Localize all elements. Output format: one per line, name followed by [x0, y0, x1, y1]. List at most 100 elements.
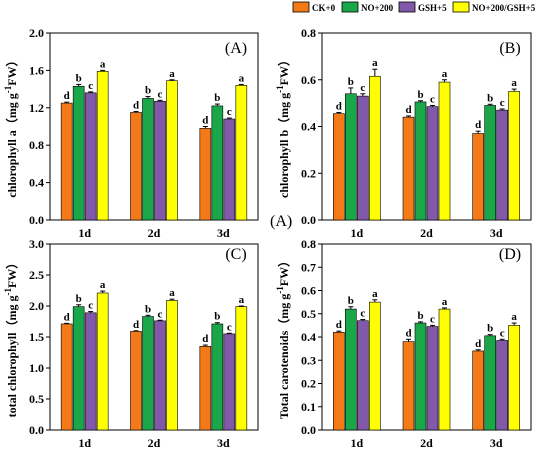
bar-ck-0-1d	[60, 102, 73, 221]
bar-no-200-gsh-5-1d	[369, 301, 381, 431]
significance-letter: a	[511, 77, 517, 89]
y-tick-label: 2.0	[29, 299, 44, 313]
significance-letter: a	[511, 311, 517, 323]
stray-panel-label: (A)	[270, 213, 292, 230]
x-category-label: 3d	[217, 226, 230, 240]
bar-no-200-1d	[345, 93, 357, 221]
x-category-label: 3d	[217, 436, 230, 450]
bar-no-200-2d	[142, 98, 154, 221]
bar-no-200-2d	[414, 322, 427, 431]
significance-letter: b	[214, 92, 220, 104]
bar-gsh-5-3d	[223, 118, 236, 221]
significance-letter: b	[214, 311, 220, 323]
bar-no-200-gsh-5-1d	[96, 71, 109, 221]
significance-letter: c	[360, 82, 365, 94]
significance-letter: a	[442, 296, 448, 308]
x-category-label: 3d	[490, 436, 503, 450]
significance-letter: d	[133, 319, 139, 331]
significance-letter: a	[169, 68, 175, 80]
bar-gsh-5-2d	[426, 326, 439, 431]
y-tick-label: 0.5	[301, 307, 316, 321]
significance-letter: b	[417, 89, 423, 101]
y-axis-label: chlorophyll a（mg g-1FW）	[3, 54, 19, 197]
significance-letter: c	[500, 97, 505, 109]
y-tick-label: 1.6	[29, 63, 44, 77]
x-category-label: 1d	[78, 226, 91, 240]
y-tick-label: 0.2	[301, 377, 316, 391]
bar-ck-0-1d	[333, 113, 345, 221]
significance-letter: a	[372, 57, 378, 69]
y-tick-label: 0.4	[29, 176, 44, 190]
y-tick-label: 0.8	[301, 237, 316, 251]
significance-letter: d	[336, 319, 342, 331]
significance-letter: b	[76, 293, 82, 305]
bar-no-200-1d	[72, 306, 85, 431]
significance-letter: d	[202, 115, 208, 127]
bar-ck-0-2d	[130, 331, 142, 431]
legend-swatch-0	[292, 1, 310, 13]
y-tick-label: 3.0	[29, 237, 44, 251]
bar-ck-0-3d	[472, 133, 484, 221]
bar-gsh-5-2d	[154, 100, 166, 221]
significance-letter: b	[487, 323, 493, 335]
legend-label-2: GSH+5	[418, 3, 447, 13]
bar-ck-0-1d	[60, 323, 73, 431]
significance-letter: a	[442, 68, 448, 80]
bar-ck-0-2d	[130, 112, 142, 221]
y-tick-label: 0.7	[301, 260, 316, 274]
y-tick-label: 0.0	[301, 213, 316, 227]
bar-no-200-gsh-5-1d	[369, 75, 381, 221]
legend-swatch-1	[341, 1, 359, 13]
significance-letter: b	[417, 310, 423, 322]
legend-swatch-3	[452, 1, 470, 13]
legend: CK+0 NO+200 GSH+5 NO+200/GSH+5	[292, 1, 536, 13]
panel-label: (C)	[225, 246, 246, 263]
panel-label: (B)	[499, 40, 520, 57]
y-tick-label: 0.0	[29, 213, 44, 227]
y-tick-label: 2.0	[29, 26, 44, 40]
significance-letter: c	[158, 308, 163, 320]
bar-ck-0-3d	[472, 350, 484, 431]
x-category-label: 2d	[420, 226, 433, 240]
bar-gsh-5-1d	[357, 320, 369, 431]
bar-no-200-gsh-5-3d	[235, 306, 248, 431]
bar-no-200-3d	[484, 105, 496, 221]
significance-letter: b	[348, 295, 354, 307]
significance-letter: a	[100, 58, 106, 70]
bar-gsh-5-2d	[426, 106, 439, 221]
significance-letter: d	[64, 311, 70, 323]
bar-no-200-gsh-5-2d	[438, 81, 451, 221]
significance-letter: c	[227, 106, 232, 118]
bar-gsh-5-1d	[357, 95, 369, 221]
x-category-label: 2d	[148, 436, 161, 450]
bar-no-200-gsh-5-3d	[235, 85, 248, 221]
significance-letter: a	[239, 72, 245, 84]
significance-letter: c	[227, 321, 232, 333]
y-axis-label: total chlorophyll（mg g-1FW）	[3, 257, 19, 418]
bar-ck-0-2d	[402, 116, 415, 221]
y-tick-label: 0.4	[301, 330, 316, 344]
panel-label: (A)	[225, 40, 247, 57]
y-axis-label: chlorophyll b（mg g-1FW）	[275, 54, 291, 198]
x-category-label: 1d	[78, 436, 91, 450]
bar-gsh-5-1d	[84, 92, 97, 221]
legend-label-0: CK+0	[312, 3, 336, 13]
legend-swatch-2	[398, 1, 416, 13]
y-tick-label: 0.6	[301, 284, 316, 298]
y-tick-label: 0.5	[29, 392, 44, 406]
bar-no-200-2d	[414, 101, 427, 221]
bar-no-200-gsh-5-2d	[438, 308, 451, 431]
significance-letter: d	[475, 338, 481, 350]
bar-no-200-gsh-5-2d	[166, 80, 178, 221]
bar-no-200-gsh-5-2d	[166, 300, 178, 431]
y-tick-label: 0.3	[301, 353, 316, 367]
bar-gsh-5-3d	[496, 109, 508, 221]
bar-ck-0-3d	[199, 345, 212, 431]
y-tick-label: 0.4	[301, 120, 316, 134]
y-tick-label: 0.2	[301, 166, 316, 180]
